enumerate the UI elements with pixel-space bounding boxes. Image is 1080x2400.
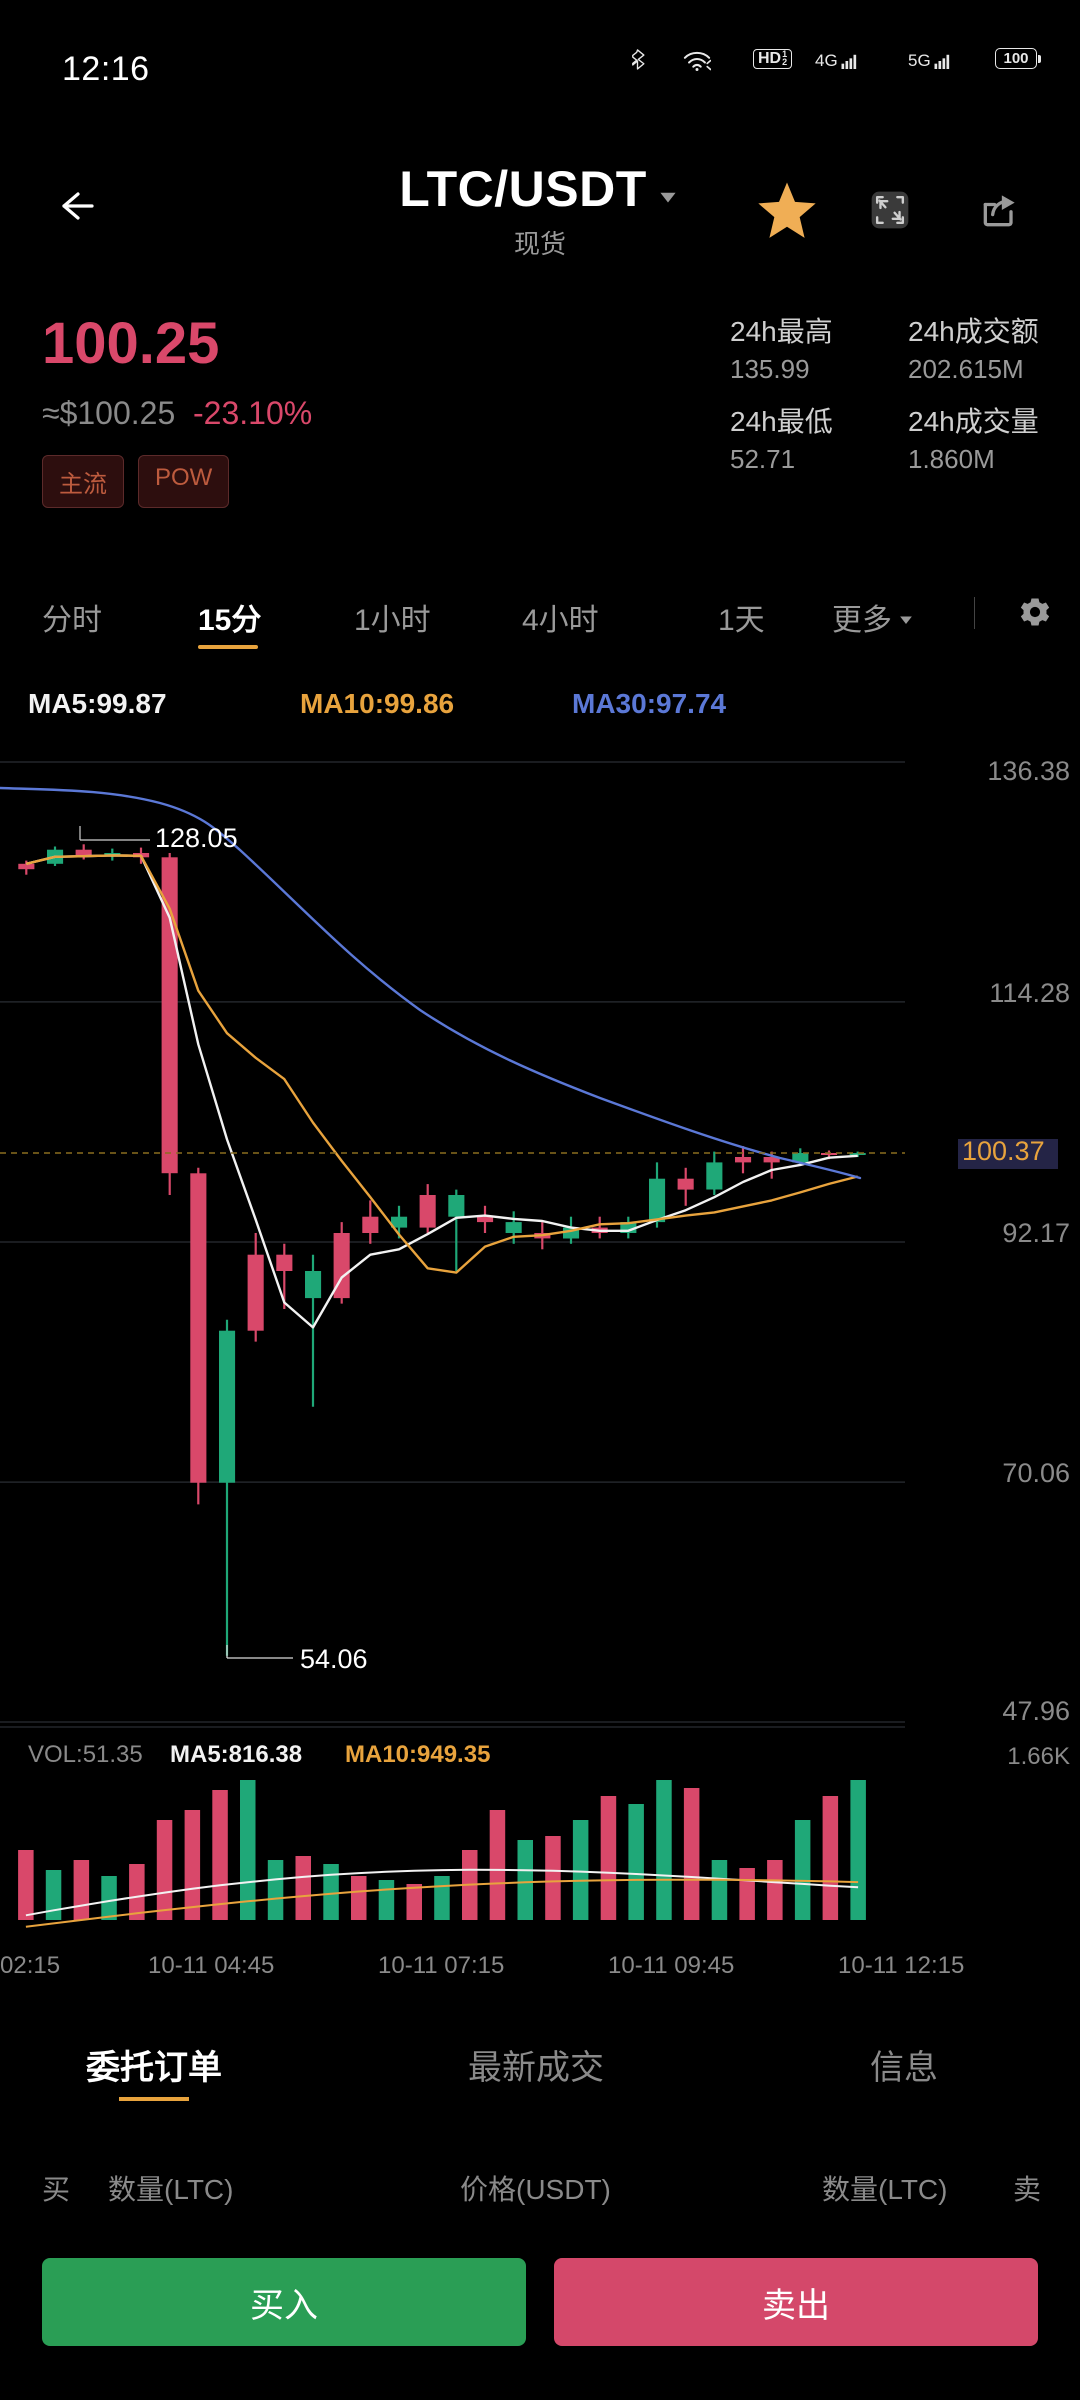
- svg-text:100.37: 100.37: [962, 1136, 1045, 1166]
- svg-text:92.17: 92.17: [1002, 1218, 1070, 1248]
- svg-text:70.06: 70.06: [1002, 1458, 1070, 1488]
- svg-text:136.38: 136.38: [987, 756, 1070, 786]
- svg-text:114.28: 114.28: [989, 978, 1070, 1008]
- svg-text:54.06: 54.06: [300, 1644, 368, 1674]
- svg-text:47.96: 47.96: [1002, 1696, 1070, 1725]
- svg-text:128.05: 128.05: [155, 823, 238, 853]
